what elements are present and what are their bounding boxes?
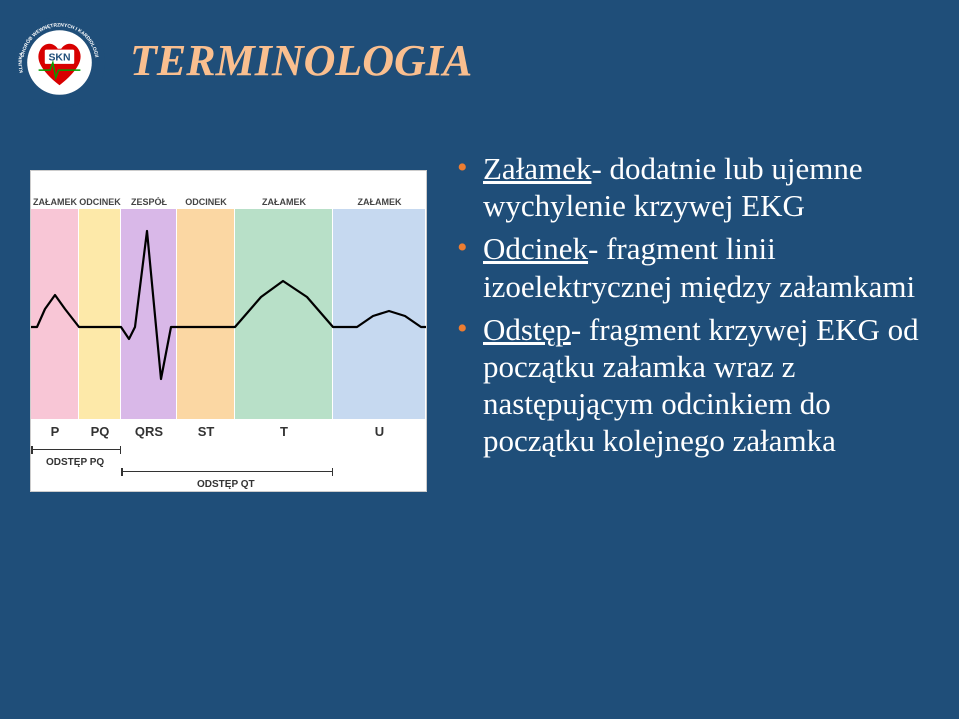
bullet-term: Załamek <box>483 151 591 186</box>
band-type-label: ODCINEK <box>79 197 121 207</box>
content-row: ZAŁAMEKODCINEKZESPÓŁODCINEKZAŁAMEKZAŁAME… <box>30 150 919 492</box>
band-type-label: ZAŁAMEK <box>333 197 426 207</box>
band-type-label: ZAŁAMEK <box>31 197 79 207</box>
logo-badge: SKN CHORÓB WEWNĘTRZNYCH I KARDIOLOGII WU… <box>12 15 107 110</box>
svg-text:SKN: SKN <box>48 53 70 64</box>
ekg-band <box>31 209 79 419</box>
bullet-item: Załamek- dodatnie lub ujemne wychylenie … <box>455 150 919 224</box>
ekg-band <box>121 209 177 419</box>
interval-label: ODSTĘP QT <box>197 479 255 490</box>
band-letter: QRS <box>121 424 177 439</box>
band-letter: U <box>333 424 426 439</box>
band-type-label: ZESPÓŁ <box>121 197 177 207</box>
band-type-label: ZAŁAMEK <box>235 197 333 207</box>
ekg-band <box>333 209 426 419</box>
bullet-term: Odcinek <box>483 231 588 266</box>
band-letter: ST <box>177 424 235 439</box>
band-letter: PQ <box>79 424 121 439</box>
slide: SKN CHORÓB WEWNĘTRZNYCH I KARDIOLOGII WU… <box>0 0 959 719</box>
bullet-list: Załamek- dodatnie lub ujemne wychylenie … <box>455 150 919 466</box>
ekg-band <box>235 209 333 419</box>
bullet-term: Odstęp <box>483 312 571 347</box>
bullet-item: Odcinek- fragment linii izoelektrycznej … <box>455 230 919 304</box>
band-letter: T <box>235 424 333 439</box>
band-letter: P <box>31 424 79 439</box>
ekg-diagram: ZAŁAMEKODCINEKZESPÓŁODCINEKZAŁAMEKZAŁAME… <box>30 170 427 492</box>
interval-label: ODSTĘP PQ <box>46 457 104 468</box>
slide-title: TERMINOLOGIA <box>130 35 472 86</box>
band-type-label: ODCINEK <box>177 197 235 207</box>
ekg-band <box>177 209 235 419</box>
interval-bracket <box>31 449 121 457</box>
ekg-band <box>79 209 121 419</box>
bullet-item: Odstęp- fragment krzywej EKG od początku… <box>455 311 919 460</box>
interval-bracket <box>121 471 333 479</box>
